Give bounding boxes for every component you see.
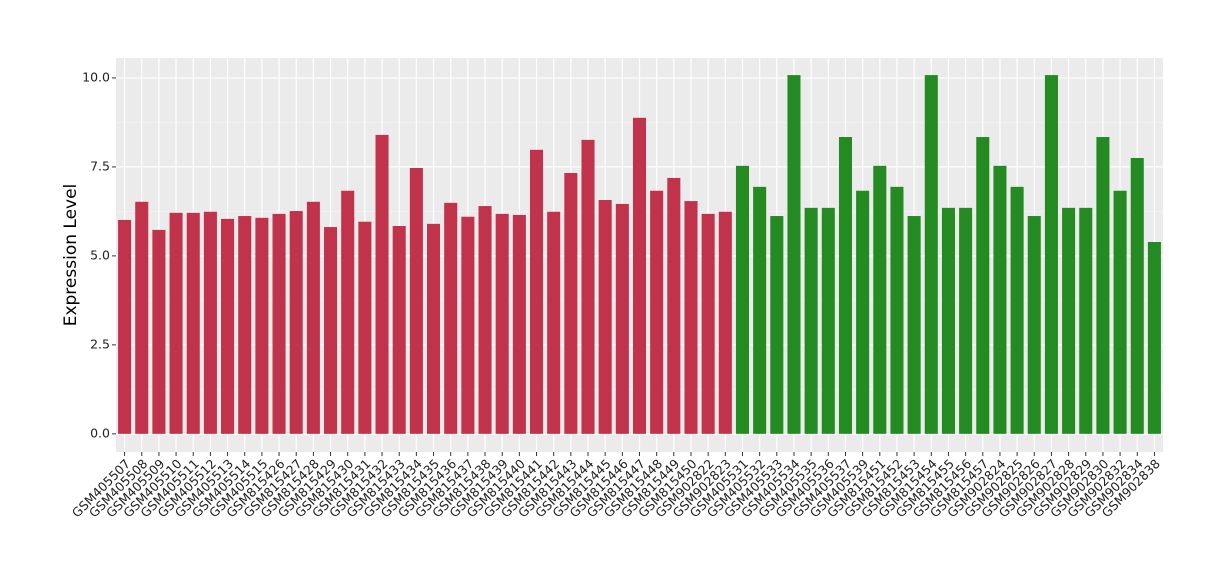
bar [564, 172, 578, 434]
bar [152, 229, 166, 434]
bar [375, 134, 389, 434]
bar [804, 207, 818, 434]
bar [203, 211, 217, 434]
y-tick-label: 7.5 [90, 158, 110, 173]
bar [684, 201, 698, 434]
bar [306, 201, 320, 434]
bar [529, 149, 544, 434]
bar [255, 217, 269, 434]
bar [341, 190, 355, 434]
bar [1010, 186, 1024, 434]
y-tick-label: 5.0 [90, 247, 110, 262]
bar [478, 206, 492, 434]
bar [135, 201, 149, 434]
bar [392, 225, 406, 434]
bar [632, 117, 647, 434]
bar [409, 167, 423, 434]
bar [495, 213, 509, 434]
bar [289, 211, 303, 434]
bar [581, 139, 595, 434]
bar [735, 165, 750, 434]
y-tick-label: 0.0 [90, 425, 110, 440]
bar [753, 186, 767, 434]
bar [941, 207, 955, 434]
bar [890, 186, 904, 434]
bar [976, 137, 990, 434]
bar [1130, 158, 1144, 434]
bar [615, 203, 629, 434]
bar [993, 165, 1007, 434]
bar [512, 214, 526, 434]
bar [1147, 242, 1161, 434]
bar [238, 216, 252, 434]
bar [547, 211, 561, 434]
bar [1027, 216, 1041, 434]
bar [959, 207, 973, 434]
bar [221, 218, 235, 434]
bar [427, 223, 441, 434]
bar [358, 221, 372, 434]
bar [787, 75, 801, 434]
bar [838, 137, 852, 434]
y-axis-label: Expression Level [61, 184, 81, 327]
bar [272, 213, 286, 434]
bar [924, 75, 938, 434]
bar [1113, 190, 1127, 434]
bar [1079, 207, 1093, 434]
bar [821, 207, 835, 434]
bar [770, 216, 784, 434]
bar [1096, 137, 1110, 434]
bar [1044, 75, 1058, 434]
bar [169, 212, 183, 434]
bar [873, 165, 887, 434]
bar [907, 216, 921, 434]
bar [1062, 207, 1076, 434]
bar [650, 190, 664, 434]
bar [444, 202, 458, 434]
bar [324, 227, 338, 434]
bar [118, 219, 132, 434]
bar [186, 212, 200, 434]
y-tick-label: 10.0 [82, 69, 110, 84]
bar [718, 211, 732, 434]
bar [461, 216, 475, 434]
y-tick-label: 2.5 [90, 336, 110, 351]
bar [856, 190, 870, 434]
bar [667, 177, 681, 434]
bar [701, 213, 715, 434]
bar [598, 200, 612, 434]
